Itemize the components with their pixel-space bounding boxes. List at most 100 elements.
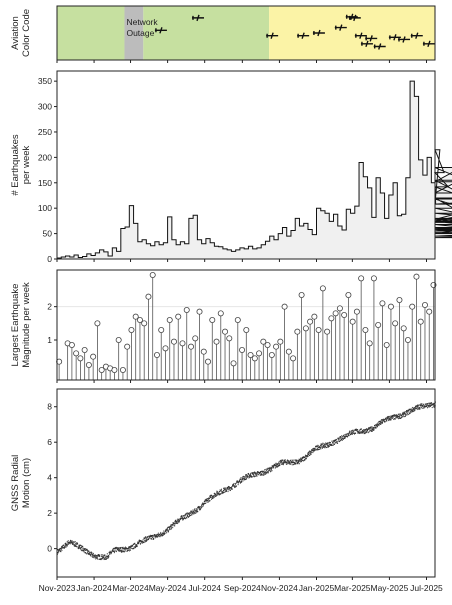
aircraft-shape [312, 29, 325, 37]
gnss-point [206, 501, 208, 503]
gnss-point [188, 513, 190, 515]
gnss-point [314, 448, 316, 450]
gnss-point [85, 549, 87, 551]
gnss-point [376, 424, 378, 426]
gnss-point [130, 547, 132, 549]
gnss-point [286, 461, 288, 463]
gnss-point [324, 447, 326, 449]
gnss-point [282, 464, 284, 466]
gnss-point [257, 472, 259, 474]
gnss-point [112, 549, 114, 551]
gnss-point [100, 554, 102, 556]
aircraft-icon [398, 36, 411, 43]
gnss-point [333, 440, 335, 442]
gnss-point [301, 457, 303, 460]
gnss-point [141, 541, 142, 543]
gnss-point [422, 405, 424, 407]
gnss-point [213, 495, 215, 497]
gnss-point [175, 519, 177, 521]
gnss-point [380, 419, 382, 421]
gnss-y-ticks: 0 2 4 6 8 [47, 402, 57, 554]
gnss-point [275, 463, 277, 465]
gnss-point [297, 460, 299, 462]
gnss-point [230, 487, 232, 489]
gnss-point [161, 535, 163, 537]
gnss-point [354, 429, 356, 431]
gnss-point [319, 446, 321, 448]
gnss-point [333, 443, 335, 445]
gnss-point [221, 492, 223, 494]
gnss-point [141, 540, 143, 542]
earthquake-ylabel: # Earthquakes [10, 134, 21, 196]
gnss-point [369, 426, 371, 429]
gnss-point [256, 473, 258, 475]
gnss-point [117, 547, 119, 549]
aircraft-markers [154, 13, 435, 50]
gnss-point [339, 436, 341, 438]
gnss-point [74, 541, 76, 543]
gnss-point [60, 550, 62, 553]
gnss-point [393, 418, 395, 421]
gnss-point [181, 515, 183, 518]
earthquake-ylabel-line2: per week [21, 145, 32, 184]
gnss-point [120, 549, 122, 552]
gnss-point [255, 472, 257, 474]
gnss-point [191, 510, 193, 512]
gnss-point [354, 428, 356, 431]
gnss-point [181, 516, 183, 518]
gnss-point [185, 512, 187, 515]
gnss-point [273, 467, 275, 469]
gnss-point [65, 542, 67, 544]
gnss-point [96, 555, 98, 557]
gnss-point [251, 473, 253, 475]
gnss-point [284, 459, 286, 461]
magnitude-point [128, 326, 135, 333]
gnss-point [165, 529, 167, 531]
gnss-point [391, 415, 393, 417]
gnss-point [150, 535, 152, 538]
gnss-point [432, 405, 434, 407]
gnss-point [190, 510, 192, 512]
gnss-point [328, 445, 330, 447]
gnss-point [306, 455, 308, 457]
aircraft-shape [410, 32, 423, 39]
magnitude-point [73, 350, 80, 357]
gnss-point [195, 510, 197, 512]
magnitude-point [192, 335, 199, 342]
gnss-point [105, 558, 107, 560]
gnss-point [307, 452, 309, 454]
gnss-point [378, 424, 380, 426]
gnss-point [333, 439, 335, 441]
gnss-point [73, 543, 74, 545]
gnss-point [83, 548, 85, 550]
gnss-point [360, 428, 362, 430]
aircraft-shape [360, 40, 373, 48]
aircraft-icon [297, 32, 310, 39]
gnss-point [265, 468, 267, 471]
gnss-point [143, 541, 145, 544]
gnss-point [177, 522, 179, 524]
gnss-point [129, 546, 131, 548]
gnss-point [144, 537, 146, 539]
y-tick-label: 350 [38, 76, 52, 86]
magnitude-point [413, 273, 420, 280]
gnss-point [386, 417, 388, 419]
gnss-point [343, 434, 345, 437]
gnss-point [396, 417, 398, 419]
gnss-point [366, 428, 368, 431]
gnss-point [307, 455, 309, 458]
gnss-point [164, 530, 166, 532]
gnss-point [195, 512, 197, 514]
gnss-point [153, 538, 155, 540]
gnss-point [205, 498, 207, 501]
gnss-point [177, 520, 179, 522]
gnss-point [412, 408, 414, 410]
gnss-point [378, 421, 379, 423]
gnss-point [259, 472, 261, 474]
gnss-point [373, 427, 375, 429]
gnss-point [408, 409, 410, 412]
gnss-point [124, 547, 126, 549]
magnitude-point [141, 320, 148, 327]
gnss-point [251, 472, 253, 474]
gnss-point [413, 410, 415, 412]
